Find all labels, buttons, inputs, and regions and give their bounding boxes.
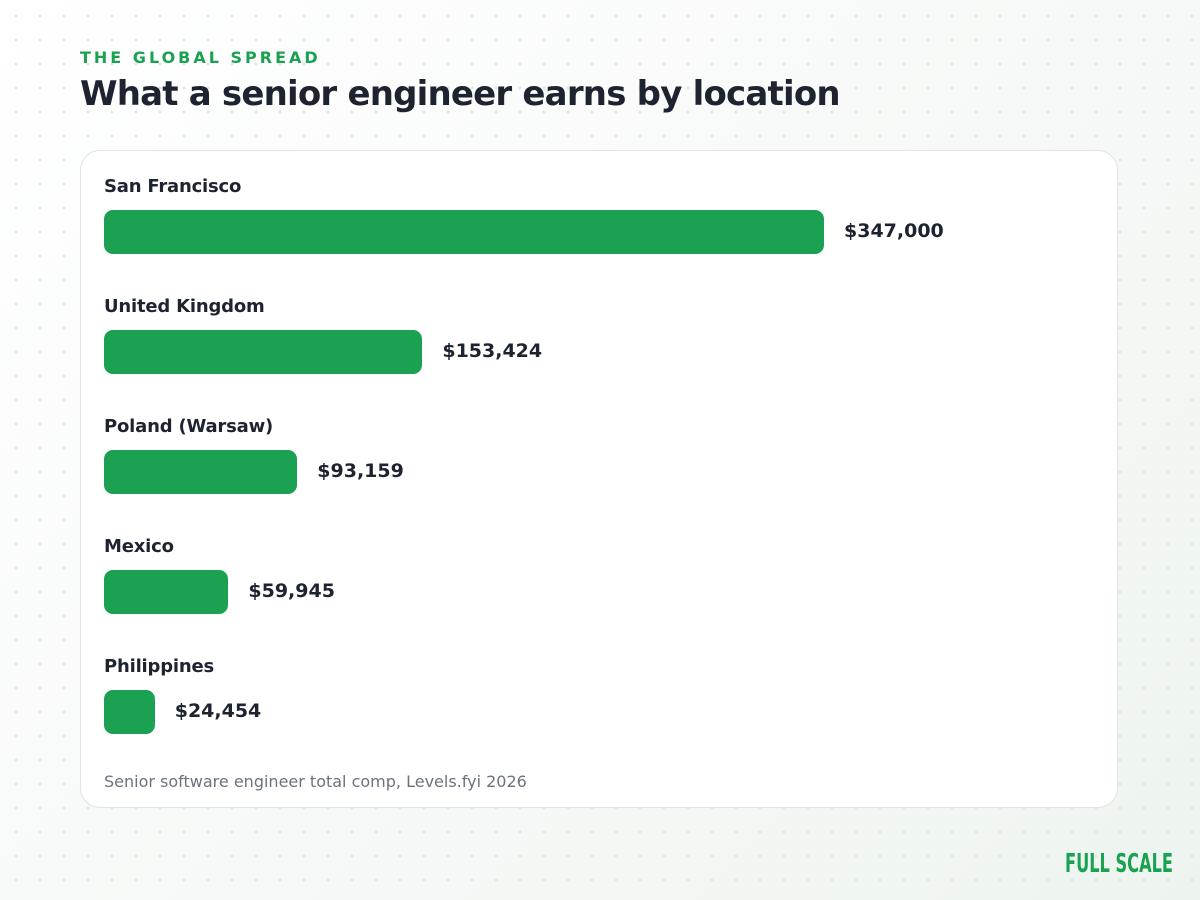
category-label: Poland (Warsaw): [104, 416, 274, 437]
chart-card: San Francisco $347,000 United Kingdom $153,…: [80, 150, 1118, 808]
brand-logo: FULL SCALE: [1065, 849, 1173, 878]
brand-logo-text: FULL SCALE: [1065, 849, 1173, 878]
eyebrow-label: THE GLOBAL SPREAD: [80, 48, 321, 67]
category-label: United Kingdom: [104, 296, 265, 317]
value-label: $93,159: [317, 460, 404, 482]
bar-chart: San Francisco $347,000 United Kingdom $153,…: [81, 151, 1117, 751]
bar-row: Philippines $24,454: [104, 631, 1064, 741]
bar-row: Mexico $59,945: [104, 511, 1064, 621]
bar: [104, 450, 298, 494]
value-label: $347,000: [844, 220, 944, 242]
value-label: $153,424: [442, 340, 543, 362]
bar: [104, 690, 155, 734]
chart-title: What a senior engineer earns by location: [80, 74, 841, 114]
bar: [104, 570, 229, 614]
bar-row: United Kingdom $153,424: [104, 271, 1064, 381]
bar-row: San Francisco $347,000: [104, 151, 1064, 261]
source-note: Senior software engineer total comp, Lev…: [104, 772, 527, 791]
category-label: Philippines: [104, 656, 214, 677]
bar: [104, 330, 423, 374]
value-label: $24,454: [174, 700, 262, 722]
value-label: $59,945: [248, 580, 335, 602]
bar-row: Poland (Warsaw) $93,159: [104, 391, 1064, 501]
category-label: Mexico: [104, 536, 174, 557]
category-label: San Francisco: [104, 176, 242, 197]
bar: [104, 210, 824, 254]
